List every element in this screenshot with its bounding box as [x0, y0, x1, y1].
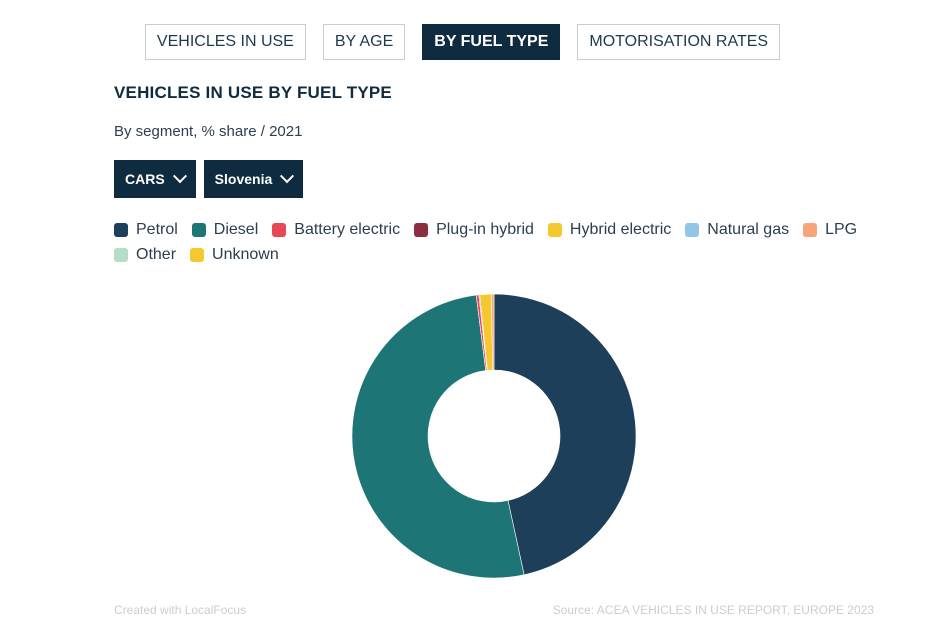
legend-item[interactable]: Plug-in hybrid — [414, 220, 534, 239]
legend-item[interactable]: Diesel — [191, 220, 259, 239]
chart-subtitle: By segment, % share / 2021 — [114, 123, 303, 140]
donut-slice-petrol[interactable] — [493, 293, 637, 576]
country-dropdown[interactable]: Slovenia — [203, 160, 304, 198]
legend-swatch — [114, 222, 128, 237]
legend-swatch — [190, 247, 205, 262]
chart-legend: Petrol Diesel Battery electric Plug-in hybr… — [114, 220, 874, 264]
credit-text[interactable]: Created with LocalFocus — [114, 603, 247, 617]
country-dropdown-label: Slovenia — [214, 171, 273, 187]
tab-bar: VEHICLES IN USE BY AGE BY FUEL TYPE MOTO… — [0, 24, 925, 60]
source-text: Source: ACEA VEHICLES IN USE REPORT, EUR… — [552, 603, 874, 617]
legend-swatch — [547, 222, 562, 237]
legend-label: Other — [136, 245, 177, 263]
legend-item[interactable]: Other — [114, 245, 176, 264]
legend-label: Battery electric — [294, 220, 401, 238]
legend-swatch — [803, 222, 818, 237]
legend-item[interactable]: Petrol — [114, 220, 178, 239]
legend-swatch — [685, 222, 700, 237]
legend-label: Unknown — [212, 245, 279, 263]
tab-motorisation-rates[interactable]: MOTORISATION RATES — [577, 24, 781, 60]
legend-swatch — [114, 247, 128, 262]
filter-dropdowns: CARS Slovenia — [114, 160, 304, 198]
tab-vehicles-in-use[interactable]: VEHICLES IN USE — [144, 24, 306, 60]
legend-item[interactable]: Unknown — [190, 245, 279, 264]
tab-by-age[interactable]: BY AGE — [322, 24, 406, 60]
legend-item[interactable]: Battery electric — [272, 220, 400, 239]
legend-item[interactable]: Hybrid electric — [547, 220, 672, 239]
legend-item[interactable]: Natural gas — [685, 220, 789, 239]
legend-label: Natural gas — [707, 220, 790, 238]
legend-label: Hybrid electric — [569, 220, 672, 238]
segment-dropdown[interactable]: CARS — [114, 160, 196, 198]
legend-swatch — [272, 222, 287, 237]
legend-swatch — [191, 222, 206, 237]
chart-title: VEHICLES IN USE BY FUEL TYPE — [114, 83, 392, 102]
segment-dropdown-label: CARS — [125, 171, 165, 187]
tab-by-fuel-type[interactable]: BY FUEL TYPE — [422, 24, 561, 60]
legend-label: LPG — [825, 220, 858, 238]
legend-label: Plug-in hybrid — [436, 220, 534, 238]
legend-label: Petrol — [136, 220, 178, 238]
donut-chart — [351, 293, 637, 579]
chevron-down-icon — [172, 169, 187, 184]
legend-swatch — [414, 222, 429, 237]
legend-item[interactable]: LPG — [803, 220, 857, 239]
chevron-down-icon — [280, 169, 295, 184]
legend-label: Diesel — [213, 220, 259, 238]
donut-slice-lpg[interactable] — [491, 293, 495, 371]
donut-slice-diesel[interactable] — [351, 294, 525, 579]
